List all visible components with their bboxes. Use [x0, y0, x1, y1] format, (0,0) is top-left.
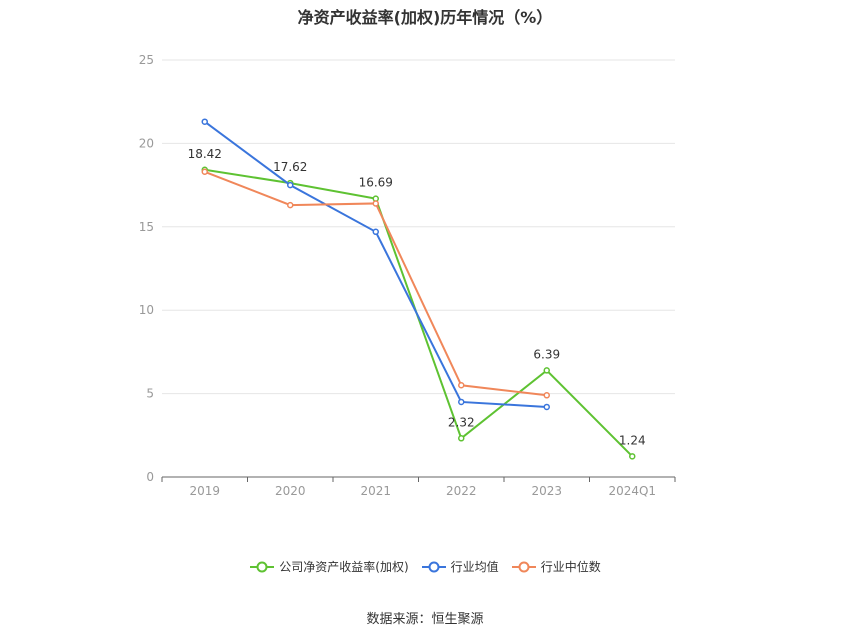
- series-layer: [201, 118, 636, 460]
- legend-marker-icon: [250, 561, 275, 572]
- y-tick-label: 0: [146, 470, 154, 484]
- data-label: 18.42: [188, 147, 222, 161]
- data-label: 2.32: [448, 415, 475, 429]
- x-tick-label: 2021: [360, 484, 391, 498]
- legend-item-2[interactable]: 行业中位数: [511, 558, 601, 575]
- series-point-2[interactable]: [201, 168, 208, 176]
- series-point-2[interactable]: [287, 201, 294, 209]
- x-tick-label: 2024Q1: [608, 484, 656, 498]
- y-tick-label: 20: [139, 136, 154, 150]
- series-point-0[interactable]: [629, 453, 636, 460]
- legend-label: 公司净资产收益率(加权): [279, 560, 409, 574]
- data-label: 6.39: [533, 347, 560, 361]
- y-tick-label: 5: [146, 387, 154, 401]
- axis-layer: 0 5 10 15 20 25 2019 2020 2021 2022 2023 2024Q1: [139, 53, 676, 498]
- series-point-2[interactable]: [372, 200, 379, 207]
- legend-item-1[interactable]: 行业均值: [421, 558, 499, 575]
- x-tick-label: 2020: [275, 484, 306, 498]
- y-tick-label: 15: [139, 220, 154, 234]
- y-tick-label: 25: [139, 53, 154, 67]
- legend-marker-icon: [511, 561, 536, 572]
- legend-marker-icon: [421, 561, 446, 572]
- grid-layer: [162, 59, 675, 395]
- series-line-0: [204, 168, 633, 458]
- data-source: 数据来源：恒生聚源: [366, 612, 484, 627]
- data-label: 16.69: [359, 176, 393, 190]
- series-point-0[interactable]: [458, 435, 465, 442]
- data-label: 1.24: [619, 433, 646, 447]
- series-point-1[interactable]: [287, 181, 294, 189]
- series-point-1[interactable]: [458, 398, 465, 406]
- x-tick-label: 2022: [446, 484, 477, 498]
- chart-title: 净资产收益率(加权)历年情况（%）: [297, 8, 553, 27]
- series-point-2[interactable]: [543, 392, 550, 399]
- legend-label: 行业中位数: [540, 560, 601, 574]
- y-tick-label: 10: [139, 303, 154, 317]
- series-point-2[interactable]: [458, 382, 465, 389]
- label-layer: 18.42 17.62 16.69 2.32 6.39 1.24: [188, 147, 646, 448]
- series-point-0[interactable]: [543, 367, 550, 374]
- legend-item-0[interactable]: 公司净资产收益率(加权): [249, 558, 409, 575]
- data-label: 17.62: [273, 160, 307, 174]
- series-point-1[interactable]: [201, 118, 208, 125]
- series-point-1[interactable]: [543, 403, 550, 411]
- x-tick-label: 2019: [189, 484, 220, 498]
- series-point-1[interactable]: [372, 228, 379, 236]
- series-line-1: [204, 120, 547, 408]
- x-tick-label: 2023: [531, 484, 562, 498]
- legend: 公司净资产收益率(加权) 行业均值 行业中位数: [0, 558, 850, 575]
- legend-label: 行业均值: [450, 560, 499, 574]
